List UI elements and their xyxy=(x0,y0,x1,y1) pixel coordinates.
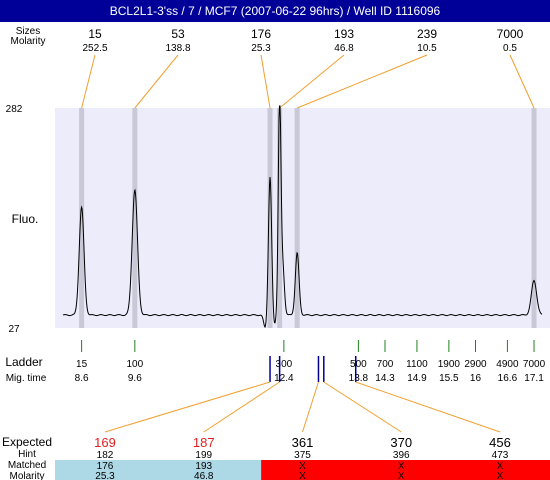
fluorescence-trace xyxy=(62,105,543,329)
ladder-size-label: 700 xyxy=(377,359,394,370)
peak-molarity-label: 0.5 xyxy=(503,43,517,54)
ladder-size-label: 1100 xyxy=(406,359,428,370)
expected-molarity-label: Molarity xyxy=(9,471,44,480)
ladder-mig-label: 16.6 xyxy=(498,373,518,384)
peak-band xyxy=(267,108,273,328)
ladder-size-label: 1900 xyxy=(438,359,461,370)
hint-label: Hint xyxy=(18,449,36,460)
expected-molarity-value: 46.8 xyxy=(194,471,214,480)
ladder-mig-label: 14.9 xyxy=(407,373,427,384)
peak-leader-line xyxy=(134,54,179,109)
ladder-mig-label: 17.1 xyxy=(524,373,544,384)
ladder-mig-label: 13.8 xyxy=(349,373,369,384)
y-tick-label-min: 27 xyxy=(8,324,20,335)
ladder-size-label: 4900 xyxy=(496,359,519,370)
expected-size-label: 361 xyxy=(292,435,314,450)
peak-leader-line xyxy=(279,54,345,109)
peak-molarity-label: 25.3 xyxy=(251,43,271,54)
ladder-size-label: 15 xyxy=(76,359,88,370)
ladder-mig-label: 14.3 xyxy=(375,373,395,384)
hint-value: 182 xyxy=(97,450,114,461)
sizes-label: Sizes xyxy=(16,26,40,37)
y-axis-label: Fluo. xyxy=(12,212,39,226)
matched-value: 176 xyxy=(97,461,114,472)
expected-leader-line xyxy=(302,381,319,433)
molarity-label: Molarity xyxy=(10,36,45,47)
expected-molarity-value: X xyxy=(398,471,405,480)
hint-value: 199 xyxy=(195,450,212,461)
matched-label: Matched xyxy=(8,460,46,471)
peak-leader-line xyxy=(509,54,535,109)
mig-time-label: Mig. time xyxy=(6,373,47,384)
peak-leader-line xyxy=(81,54,96,109)
peak-band xyxy=(531,108,537,328)
hint-value: 473 xyxy=(492,450,509,461)
peak-leader-line xyxy=(260,54,271,109)
expected-size-label: 187 xyxy=(193,435,215,450)
y-tick-label-max: 282 xyxy=(6,104,23,115)
ladder-size-label: 300 xyxy=(276,359,293,370)
ladder-label: Ladder xyxy=(5,355,42,369)
peak-molarity-label: 138.8 xyxy=(165,43,190,54)
peak-size-label: 53 xyxy=(171,27,185,41)
peak-size-label: 239 xyxy=(417,27,437,41)
peak-size-label: 193 xyxy=(334,27,354,41)
matched-value: X xyxy=(299,461,306,472)
expected-molarity-value: X xyxy=(497,471,504,480)
hint-value: 396 xyxy=(393,450,410,461)
peak-size-label: 7000 xyxy=(497,27,524,41)
expected-size-label: 456 xyxy=(489,435,511,450)
peak-molarity-label: 46.8 xyxy=(334,43,354,54)
expected-leader-line xyxy=(355,381,501,433)
ladder-mig-label: 8.6 xyxy=(75,373,89,384)
unmatched-bar xyxy=(261,460,550,480)
expected-molarity-value: X xyxy=(299,471,306,480)
ladder-mig-label: 15.5 xyxy=(439,373,459,384)
peak-band xyxy=(132,108,138,328)
peak-band xyxy=(294,108,300,328)
ladder-mig-label: 16 xyxy=(470,373,482,384)
ladder-size-label: 2900 xyxy=(464,359,487,370)
ladder-size-label: 100 xyxy=(126,359,143,370)
peak-leader-line xyxy=(296,54,428,109)
hint-value: 375 xyxy=(294,450,311,461)
matched-value: X xyxy=(398,461,405,472)
expected-molarity-value: 25.3 xyxy=(95,471,115,480)
ladder-mig-label: 9.6 xyxy=(128,373,142,384)
plot-area xyxy=(55,108,550,328)
matched-value: 193 xyxy=(195,461,212,472)
matched-bar xyxy=(55,460,262,480)
expected-size-label: 370 xyxy=(390,435,412,450)
window-title: BCL2L1-3'ss / 7 / MCF7 (2007-06-22 96hrs… xyxy=(0,0,550,22)
matched-value: X xyxy=(497,461,504,472)
ladder-size-label: 500 xyxy=(350,359,367,370)
expected-label: Expected xyxy=(2,435,52,449)
peak-molarity-label: 10.5 xyxy=(417,43,437,54)
peak-molarity-label: 252.5 xyxy=(82,43,107,54)
expected-leader-line xyxy=(203,381,280,433)
peak-band xyxy=(277,108,283,328)
peak-band xyxy=(79,108,85,328)
expected-leader-line xyxy=(104,381,271,433)
peak-size-label: 15 xyxy=(88,27,102,41)
expected-leader-line xyxy=(323,381,402,433)
ladder-size-label: 7000 xyxy=(523,359,546,370)
ladder-mig-label: 12.4 xyxy=(274,373,294,384)
peak-size-label: 176 xyxy=(251,27,271,41)
expected-size-label: 169 xyxy=(94,435,116,450)
